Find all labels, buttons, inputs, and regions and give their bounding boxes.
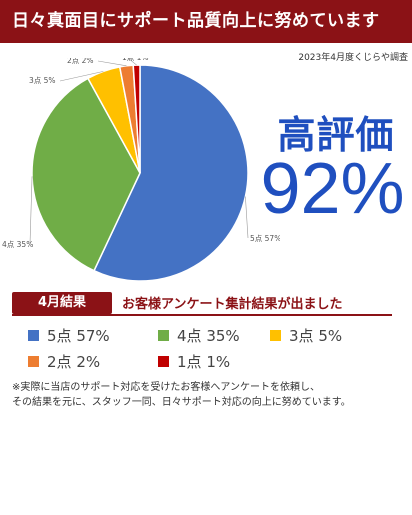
legend-label: 4点 (177, 327, 202, 345)
legend-label: 3点 (289, 327, 314, 345)
legend-swatch (28, 330, 39, 341)
legend-swatch (270, 330, 281, 341)
pie-slice-2 (31, 77, 141, 272)
pie-leader-line (245, 196, 249, 239)
legend-swatch (158, 356, 169, 367)
legend-value: 5% (318, 326, 343, 345)
legend-item-5: 5点 57% (28, 325, 110, 346)
legend-label: 2点 (47, 353, 72, 371)
pie-slice-label: 1点 1% (122, 58, 149, 62)
header-title: 日々真面目にサポート品質向上に努めています (12, 11, 380, 31)
divider (12, 314, 392, 316)
pie-leader-line (29, 176, 33, 245)
survey-label: 2023年4月度くじらや調査 (298, 53, 408, 63)
legend-swatch (28, 356, 39, 367)
legend-value: 57% (76, 326, 110, 345)
pie-slice-5 (132, 64, 141, 174)
page-header: 日々真面目にサポート品質向上に努めています (0, 0, 412, 43)
legend-label: 5点 (47, 327, 72, 345)
footnote-line: その結果を元に、スタッフ一同、日々サポート対応の向上に努めています。 (12, 397, 351, 408)
pie-slice-1 (93, 64, 249, 282)
legend-swatch (158, 330, 169, 341)
pie-chart: 5点 57% 4点 35% 3点 5% 2点 2% 1点 1% (2, 58, 280, 282)
pie-slice-label: 5点 57% (250, 234, 280, 243)
results-headline: お客様アンケート集計結果が出ました (122, 297, 343, 312)
pie-leader-line (127, 58, 137, 66)
pie-leader-line (59, 71, 104, 82)
pie-slice-label: 4点 35% (2, 240, 33, 249)
high-rating-label: 高評価 (277, 113, 395, 157)
month-badge: 4月結果 (12, 292, 112, 314)
high-rating-percent: 92% (260, 149, 405, 229)
legend-item-2: 2点 2% (28, 351, 100, 372)
legend-item-1: 1点 1% (158, 351, 230, 372)
pie-slice-label: 2点 2% (67, 58, 94, 65)
footnote-line: ※実際に当店のサポート対応を受けたお客様へアンケートを依頼し、 (12, 382, 320, 393)
pie-leader-line (97, 60, 127, 67)
legend-item-3: 3点 5% (270, 325, 342, 346)
legend-value: 1% (206, 352, 231, 371)
footnote: ※実際に当店のサポート対応を受けたお客様へアンケートを依頼し、 その結果を元に、… (12, 380, 407, 410)
legend-item-4: 4点 35% (158, 325, 240, 346)
legend-value: 35% (206, 326, 240, 345)
legend-label: 1点 (177, 353, 202, 371)
legend-value: 2% (76, 352, 101, 371)
pie-slice-label: 3点 5% (29, 76, 56, 85)
